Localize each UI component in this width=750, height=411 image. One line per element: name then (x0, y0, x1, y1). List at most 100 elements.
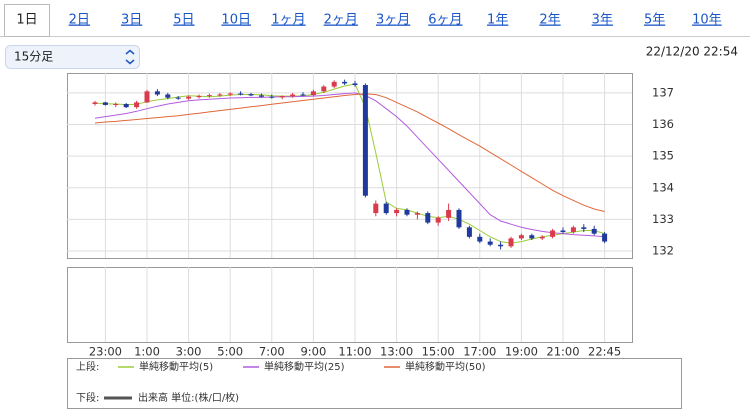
candle-body (581, 227, 587, 229)
candle-body (518, 235, 524, 239)
candle-body (602, 233, 608, 242)
candle-body (113, 103, 119, 105)
y-tick-label: 137 (652, 85, 674, 99)
candle-body (404, 209, 410, 215)
candle-body (331, 81, 337, 87)
candle-body (383, 203, 389, 214)
price-panel (67, 73, 633, 259)
x-tick-label: 1:00 (134, 345, 160, 359)
candle-body (550, 230, 556, 237)
candle-body (279, 96, 285, 98)
candle-body (123, 103, 129, 108)
y-tick-label: 134 (652, 180, 674, 194)
moving-average-line (94, 93, 605, 212)
candle-body (102, 102, 108, 105)
candle-body (186, 96, 192, 99)
tab[interactable]: 10日 (221, 13, 251, 28)
legend-entry: 単純移動平均(50) (405, 360, 486, 373)
candle-body (206, 95, 212, 97)
candle-body (300, 94, 306, 96)
candle-body (144, 91, 150, 103)
candle-body (508, 238, 514, 247)
candle-body (227, 93, 233, 95)
candle-body (529, 235, 535, 239)
tab[interactable]: 2ヶ月 (324, 13, 358, 28)
candle-body (362, 85, 368, 196)
interval-select-label[interactable]: 15分足 (14, 50, 53, 64)
timestamp: 22/12/20 22:54 (646, 45, 738, 59)
tab[interactable]: 5年 (644, 13, 665, 28)
candle-body (591, 228, 597, 234)
tab-active-box (4, 4, 50, 37)
x-tick-label: 11:00 (338, 345, 371, 359)
candle-body (394, 209, 400, 214)
tab[interactable]: 2日 (69, 13, 90, 28)
moving-average-line (94, 92, 605, 238)
x-tick-label: 9:00 (300, 345, 326, 359)
candle-body (498, 244, 504, 247)
tab[interactable]: 1日 (16, 13, 37, 28)
candle-body (373, 203, 379, 214)
candle-body (477, 236, 483, 242)
legend-entry: 単純移動平均(25) (264, 360, 345, 373)
x-tick-label: 21:00 (546, 345, 579, 359)
tab[interactable]: 6ヶ月 (428, 13, 462, 28)
candle-body (342, 81, 348, 84)
x-tick-label: 19:00 (505, 345, 538, 359)
candle-body (258, 95, 264, 97)
select-chevron (125, 49, 135, 65)
candle-body (92, 102, 98, 104)
candle-body (352, 83, 358, 86)
candle-body (196, 96, 202, 98)
interval-select[interactable] (5, 45, 140, 69)
candle-body (165, 94, 171, 98)
candle-body (310, 91, 316, 96)
candle-body (539, 236, 545, 239)
y-tick-label: 133 (652, 212, 674, 226)
x-tick-label: 13:00 (380, 345, 413, 359)
tab[interactable]: 3日 (121, 13, 142, 28)
x-tick-label: 15:00 (422, 345, 455, 359)
volume-panel (67, 267, 633, 343)
candle-body (570, 227, 576, 233)
y-tick-label: 132 (652, 244, 674, 258)
x-tick-label: 22:45 (588, 345, 621, 359)
tab[interactable]: 10年 (692, 13, 722, 28)
y-tick-label: 136 (652, 117, 674, 131)
tab[interactable]: 3ヶ月 (376, 13, 410, 28)
legend-box (67, 358, 682, 409)
candle-body (560, 230, 566, 233)
candle-body (414, 213, 420, 215)
legend-entry: 単純移動平均(5) (139, 360, 213, 373)
x-tick-label: 23:00 (89, 345, 122, 359)
candle-body (321, 86, 327, 92)
legend-label: 下段: (76, 391, 99, 404)
candle-body (134, 102, 140, 108)
x-tick-label: 7:00 (259, 345, 285, 359)
legend-entry: 出来高 単位:(株/口/枚) (138, 391, 239, 404)
candle-body (154, 91, 160, 95)
x-tick-label: 5:00 (217, 345, 243, 359)
candle-body (487, 241, 493, 245)
tab[interactable]: 3年 (592, 13, 613, 28)
y-tick-label: 135 (652, 149, 674, 163)
candle-body (456, 209, 462, 228)
tab[interactable]: 1ヶ月 (271, 13, 305, 28)
candle-body (290, 94, 296, 97)
candle-body (425, 213, 431, 223)
candle-body (269, 96, 275, 98)
candle-body (466, 227, 472, 237)
candle-body (238, 93, 244, 95)
candle-body (446, 209, 452, 218)
moving-average-line (94, 83, 605, 244)
candle-body (248, 94, 254, 96)
x-tick-label: 3:00 (176, 345, 202, 359)
tab[interactable]: 2年 (539, 13, 560, 28)
tab[interactable]: 1年 (487, 13, 508, 28)
candle-body (217, 94, 223, 96)
legend-label: 上段: (76, 360, 99, 373)
candle-body (175, 97, 181, 99)
candle-body (435, 217, 441, 223)
tab[interactable]: 5日 (173, 13, 194, 28)
